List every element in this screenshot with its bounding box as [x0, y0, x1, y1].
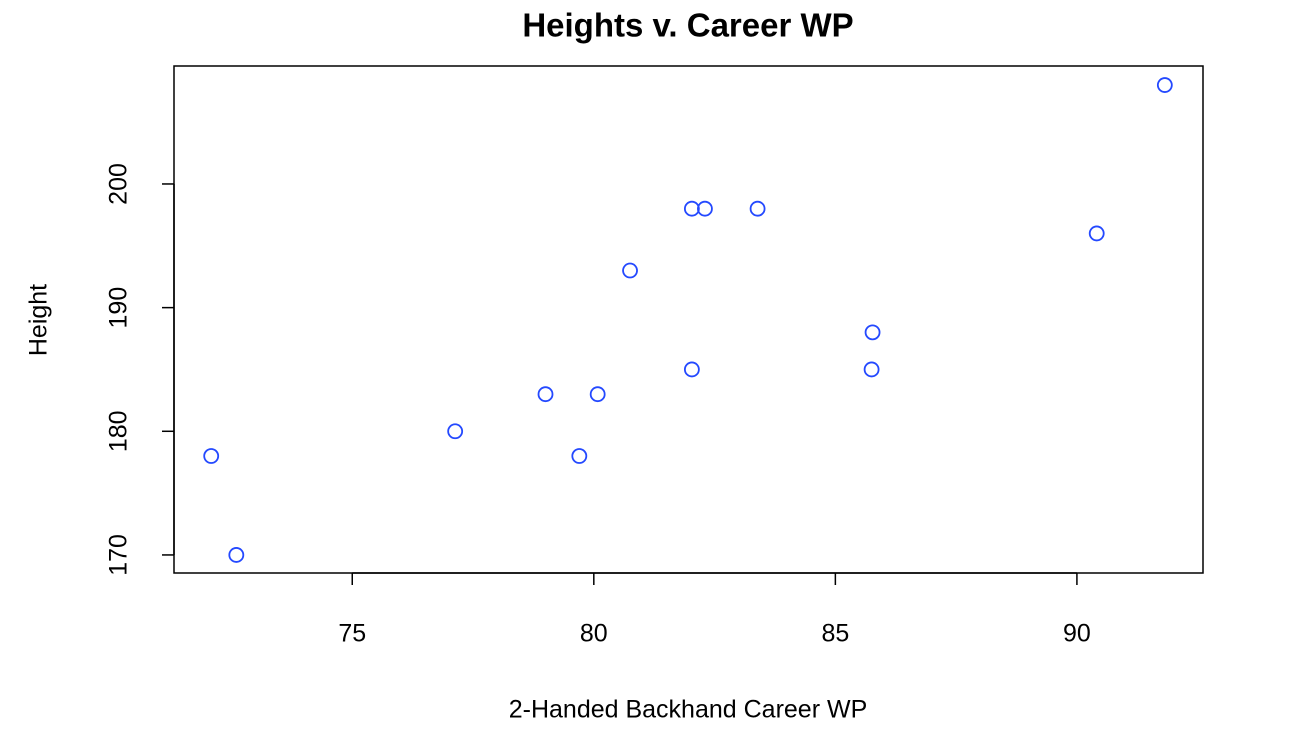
point [864, 324, 881, 341]
point [537, 386, 554, 403]
chart-title: Heights v. Career WP [522, 7, 853, 44]
point [697, 200, 713, 217]
y-tick-label: 170 [105, 534, 133, 576]
point [863, 361, 880, 378]
point [1088, 225, 1105, 242]
point [1156, 77, 1173, 93]
plot-frame [173, 65, 1204, 574]
point [683, 361, 700, 378]
x-tick-label: 85 [821, 620, 849, 648]
point [749, 200, 766, 217]
x-tick-label: 90 [1063, 620, 1091, 648]
x-axis-label: 2-Handed Backhand Career WP [509, 696, 868, 724]
point [203, 448, 220, 464]
y-tick-label: 200 [105, 163, 133, 205]
x-tick-label: 75 [338, 620, 366, 648]
point [589, 386, 606, 403]
point [447, 423, 464, 440]
x-tick-label: 80 [580, 620, 608, 648]
point [683, 200, 700, 217]
y-axis-label: Height [25, 284, 53, 356]
point [571, 448, 588, 464]
y-tick-label: 180 [105, 410, 133, 452]
point [228, 547, 245, 563]
y-tick-label: 190 [105, 287, 133, 329]
point [622, 262, 638, 279]
